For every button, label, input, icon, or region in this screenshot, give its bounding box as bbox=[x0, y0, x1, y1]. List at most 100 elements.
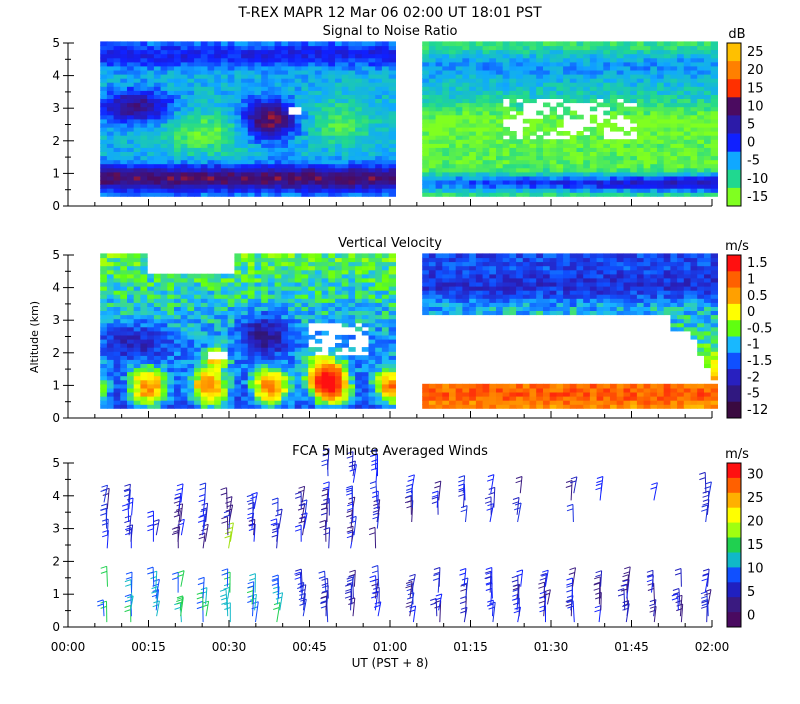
heatmap-cell bbox=[663, 41, 671, 47]
heatmap-cell bbox=[361, 41, 370, 47]
heatmap-cell bbox=[140, 126, 148, 132]
heatmap-cell bbox=[368, 86, 376, 91]
heatmap-cell bbox=[375, 318, 383, 324]
heatmap-cell bbox=[650, 61, 658, 67]
heatmap-cell bbox=[328, 375, 336, 381]
heatmap-cell bbox=[462, 175, 470, 181]
heatmap-cell bbox=[234, 330, 242, 336]
heatmap-cell bbox=[267, 351, 276, 356]
heatmap-cell bbox=[113, 265, 121, 271]
heatmap-cell bbox=[355, 110, 363, 116]
heatmap-cell bbox=[576, 61, 584, 67]
heatmap-cell bbox=[616, 175, 624, 181]
heatmap-cell bbox=[167, 151, 175, 157]
heatmap-cell bbox=[281, 286, 289, 291]
heatmap-cell bbox=[174, 306, 182, 311]
heatmap-cell bbox=[442, 90, 450, 95]
heatmap-cell bbox=[281, 69, 289, 75]
heatmap-cell bbox=[697, 143, 705, 148]
heatmap-cell bbox=[563, 192, 571, 197]
heatmap-cell bbox=[113, 69, 121, 75]
heatmap-cell bbox=[489, 65, 497, 71]
heatmap-cell bbox=[194, 110, 202, 116]
heatmap-cell bbox=[522, 90, 531, 95]
heatmap-cell bbox=[663, 94, 671, 99]
heatmap-cell bbox=[381, 306, 390, 311]
heatmap-cell bbox=[328, 159, 336, 165]
heatmap-cell bbox=[381, 41, 390, 47]
heatmap-cell bbox=[690, 122, 698, 128]
heatmap-cell bbox=[214, 143, 222, 148]
heatmap-cell bbox=[187, 391, 195, 397]
heatmap-cell bbox=[355, 106, 363, 112]
heatmap-cell bbox=[180, 49, 188, 55]
heatmap-cell bbox=[670, 131, 678, 136]
heatmap-cell bbox=[113, 126, 121, 132]
heatmap-cell bbox=[267, 78, 276, 83]
heatmap-cell bbox=[683, 184, 692, 189]
heatmap-cell bbox=[194, 139, 202, 144]
heatmap-cell bbox=[435, 151, 443, 157]
heatmap-cell bbox=[442, 175, 450, 181]
heatmap-cell bbox=[321, 375, 329, 381]
heatmap-cell bbox=[650, 122, 658, 128]
heatmap-cell bbox=[147, 326, 155, 332]
heatmap-cell bbox=[167, 379, 175, 385]
heatmap-cell bbox=[536, 118, 544, 124]
heatmap-cell bbox=[529, 184, 537, 189]
heatmap-cell bbox=[502, 155, 510, 161]
heatmap-cell bbox=[301, 286, 309, 291]
heatmap-cell bbox=[341, 167, 349, 173]
heatmap-cell bbox=[435, 74, 443, 79]
heatmap-cell bbox=[200, 175, 209, 181]
heatmap-cell bbox=[663, 98, 671, 104]
heatmap-cell bbox=[328, 310, 336, 316]
heatmap-cell bbox=[207, 151, 215, 157]
heatmap-cell bbox=[301, 277, 309, 283]
heatmap-cell bbox=[341, 126, 349, 132]
heatmap-cell bbox=[683, 106, 692, 112]
heatmap-cell bbox=[509, 41, 517, 47]
heatmap-cell bbox=[140, 49, 148, 55]
heatmap-cell bbox=[670, 82, 678, 87]
heatmap-cell bbox=[589, 175, 598, 181]
heatmap-cell bbox=[314, 286, 323, 291]
heatmap-cell bbox=[341, 65, 349, 71]
heatmap-cell bbox=[543, 171, 551, 177]
heatmap-cell bbox=[113, 286, 121, 291]
heatmap-cell bbox=[267, 322, 276, 328]
heatmap-cell bbox=[469, 106, 477, 112]
heatmap-cell bbox=[267, 294, 276, 299]
heatmap-cell bbox=[361, 318, 370, 324]
heatmap-cell bbox=[187, 273, 195, 279]
heatmap-cell bbox=[355, 400, 363, 405]
heatmap-cell bbox=[254, 343, 262, 348]
heatmap-cell bbox=[207, 322, 215, 328]
heatmap-cell bbox=[630, 74, 638, 79]
heatmap-cell bbox=[281, 298, 289, 303]
heatmap-cell bbox=[442, 253, 450, 259]
heatmap-cell bbox=[475, 400, 484, 405]
heatmap-cell bbox=[381, 175, 390, 181]
heatmap-cell bbox=[120, 290, 128, 295]
heatmap-cell bbox=[207, 347, 215, 352]
heatmap-cell bbox=[489, 139, 497, 144]
heatmap-cell bbox=[100, 326, 108, 332]
heatmap-cell bbox=[657, 122, 665, 128]
heatmap-cell bbox=[583, 53, 591, 59]
heatmap-cell bbox=[677, 110, 685, 116]
heatmap-cell bbox=[361, 69, 370, 75]
heatmap-cell bbox=[569, 82, 578, 87]
heatmap-cell bbox=[261, 273, 269, 279]
heatmap-cell bbox=[482, 74, 490, 79]
heatmap-cell bbox=[697, 49, 705, 55]
heatmap-cell bbox=[133, 184, 141, 189]
heatmap-cell bbox=[348, 98, 356, 104]
heatmap-cell bbox=[321, 179, 329, 185]
heatmap-cell bbox=[261, 310, 269, 316]
heatmap-cell bbox=[274, 347, 282, 352]
heatmap-cell bbox=[234, 347, 242, 352]
heatmap-cell bbox=[207, 404, 215, 409]
heatmap-cell bbox=[247, 78, 256, 83]
heatmap-cell bbox=[274, 265, 282, 271]
